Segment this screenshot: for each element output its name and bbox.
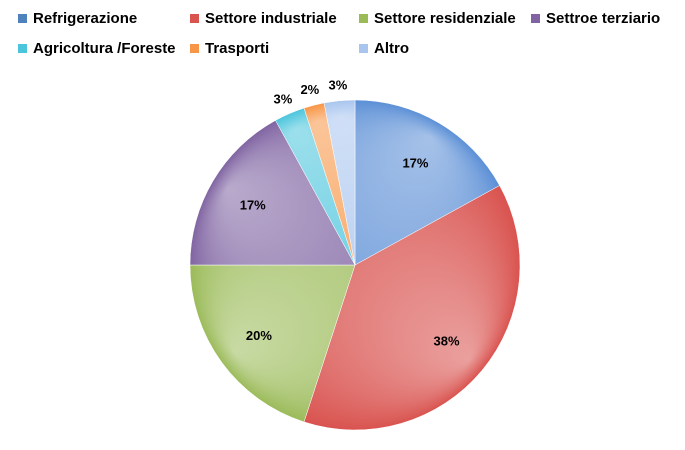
legend-swatch: [18, 44, 27, 53]
pie-slice-settore-residenziale: [189, 264, 356, 423]
legend-item-trasporti: Trasporti: [190, 40, 269, 57]
pie-slices: [189, 99, 521, 431]
legend-label: Settore residenziale: [374, 10, 516, 27]
pie-data-labels: 17% 38% 20% 17% 3% 2% 3%: [240, 77, 460, 348]
legend-item-settore-residenziale: Settore residenziale: [359, 10, 516, 27]
legend-item-settore-industriale: Settore industriale: [190, 10, 337, 27]
legend-label: Settore industriale: [205, 10, 337, 27]
legend-label: Refrigerazione: [33, 10, 138, 27]
legend-label: Agricoltura /Foreste: [33, 40, 176, 57]
legend-swatch: [18, 14, 27, 23]
pie-slice-settore-industriale: [303, 185, 521, 431]
legend-item-agricoltura-foreste: Agricoltura /Foreste: [18, 40, 176, 57]
legend-item-settroe-terziario: Settroe terziario: [531, 10, 660, 27]
chart-legend: Refrigerazione Settore industriale Setto…: [0, 0, 685, 70]
legend-label: Settroe terziario: [546, 10, 661, 27]
legend-item-altro: Altro: [359, 40, 409, 57]
data-label: 3%: [274, 91, 293, 106]
data-label: 38%: [434, 334, 460, 349]
legend-label: Trasporti: [205, 40, 270, 57]
legend-swatch: [359, 14, 368, 23]
pie-slice-settroe-terziario: [189, 120, 356, 266]
data-label: 20%: [246, 328, 272, 343]
legend-swatch: [531, 14, 540, 23]
pie-slice-refrigerazione: [354, 99, 500, 266]
data-label: 3%: [329, 77, 348, 92]
data-label: 17%: [240, 198, 266, 213]
data-label: 2%: [300, 82, 319, 97]
legend-label: Altro: [374, 40, 409, 57]
pie-slice-altro: [323, 99, 356, 266]
legend-item-refrigerazione: Refrigerazione: [18, 10, 137, 27]
legend-swatch: [190, 14, 199, 23]
legend-swatch: [190, 44, 199, 53]
data-label: 17%: [402, 156, 428, 171]
legend-swatch: [359, 44, 368, 53]
